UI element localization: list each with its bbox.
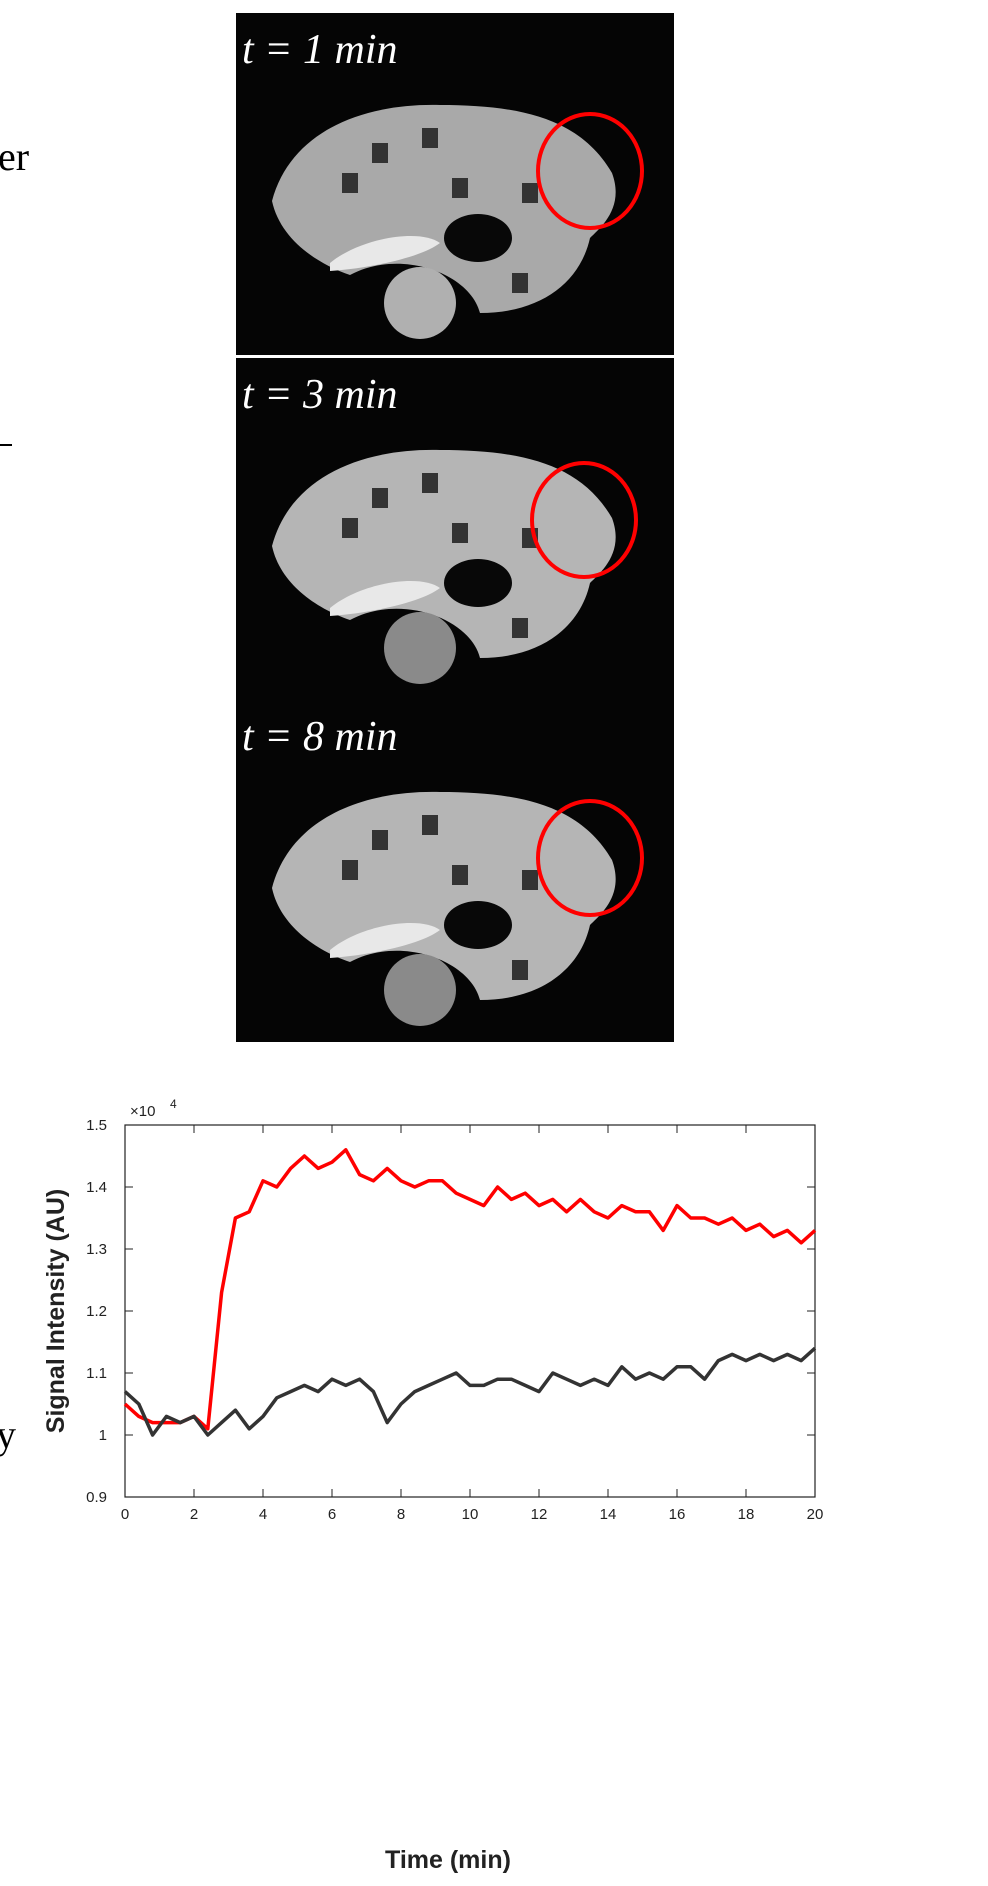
- y-multiplier-exponent: 4: [170, 1097, 177, 1111]
- x-tick-label: 8: [397, 1506, 405, 1523]
- x-tick-label: 6: [328, 1506, 336, 1523]
- y-tick-label: 1.4: [86, 1179, 107, 1196]
- dark-spot: [522, 183, 538, 203]
- dark-spot: [512, 618, 528, 638]
- dark-spot: [372, 488, 388, 508]
- dark-region: [444, 214, 512, 262]
- dark-region: [444, 559, 512, 607]
- figure: er y t = 1 min t = 3 min t = 8 min ×10 4 T…: [0, 0, 988, 1886]
- y-tick-label: 1.5: [86, 1117, 107, 1134]
- dark-spot: [342, 518, 358, 538]
- y-tick-label: 1: [99, 1427, 107, 1444]
- dark-spot: [452, 178, 468, 198]
- dark-spot: [342, 173, 358, 193]
- x-tick-label: 10: [462, 1506, 479, 1523]
- series-line: [125, 1348, 815, 1435]
- dark-spot: [372, 143, 388, 163]
- y-tick-label: 0.9: [86, 1489, 107, 1506]
- cropped-text: y: [0, 1412, 16, 1457]
- plot-frame: [125, 1125, 815, 1497]
- chart: ×10 4 Time (min) Signal Intensity (AU) 0…: [42, 1097, 823, 1874]
- y-multiplier: ×10: [130, 1103, 155, 1120]
- time-label: t = 8 min: [242, 714, 398, 760]
- dark-spot: [452, 523, 468, 543]
- x-tick-label: 0: [121, 1506, 129, 1523]
- x-tick-label: 2: [190, 1506, 198, 1523]
- y-axis-label: Signal Intensity (AU): [42, 1189, 70, 1433]
- dark-spot: [512, 273, 528, 293]
- mri-panel: t = 3 min: [236, 358, 674, 700]
- x-tick-label: 4: [259, 1506, 267, 1523]
- cropped-text: er: [0, 134, 29, 179]
- dark-region: [444, 901, 512, 949]
- y-tick-label: 1.1: [86, 1365, 107, 1382]
- dark-spot: [422, 128, 438, 148]
- dark-spot: [422, 815, 438, 835]
- x-tick-label: 12: [531, 1506, 548, 1523]
- dark-spot: [372, 830, 388, 850]
- mri-panel: t = 8 min: [236, 700, 674, 1042]
- bladder: [384, 954, 456, 1026]
- x-axis-label: Time (min): [385, 1846, 511, 1874]
- dark-spot: [422, 473, 438, 493]
- y-tick-label: 1.3: [86, 1241, 107, 1258]
- dark-spot: [342, 860, 358, 880]
- mri-panel: t = 1 min: [236, 13, 674, 355]
- bladder: [384, 612, 456, 684]
- dark-spot: [452, 865, 468, 885]
- dark-spot: [522, 870, 538, 890]
- time-label: t = 3 min: [242, 372, 398, 418]
- x-tick-label: 14: [600, 1506, 617, 1523]
- x-tick-label: 18: [738, 1506, 755, 1523]
- bladder: [384, 267, 456, 339]
- y-tick-label: 1.2: [86, 1303, 107, 1320]
- dark-spot: [512, 960, 528, 980]
- x-tick-label: 16: [669, 1506, 686, 1523]
- x-tick-label: 20: [807, 1506, 824, 1523]
- time-label: t = 1 min: [242, 27, 398, 73]
- mri-panels: t = 1 min t = 3 min t = 8 min: [236, 13, 674, 1042]
